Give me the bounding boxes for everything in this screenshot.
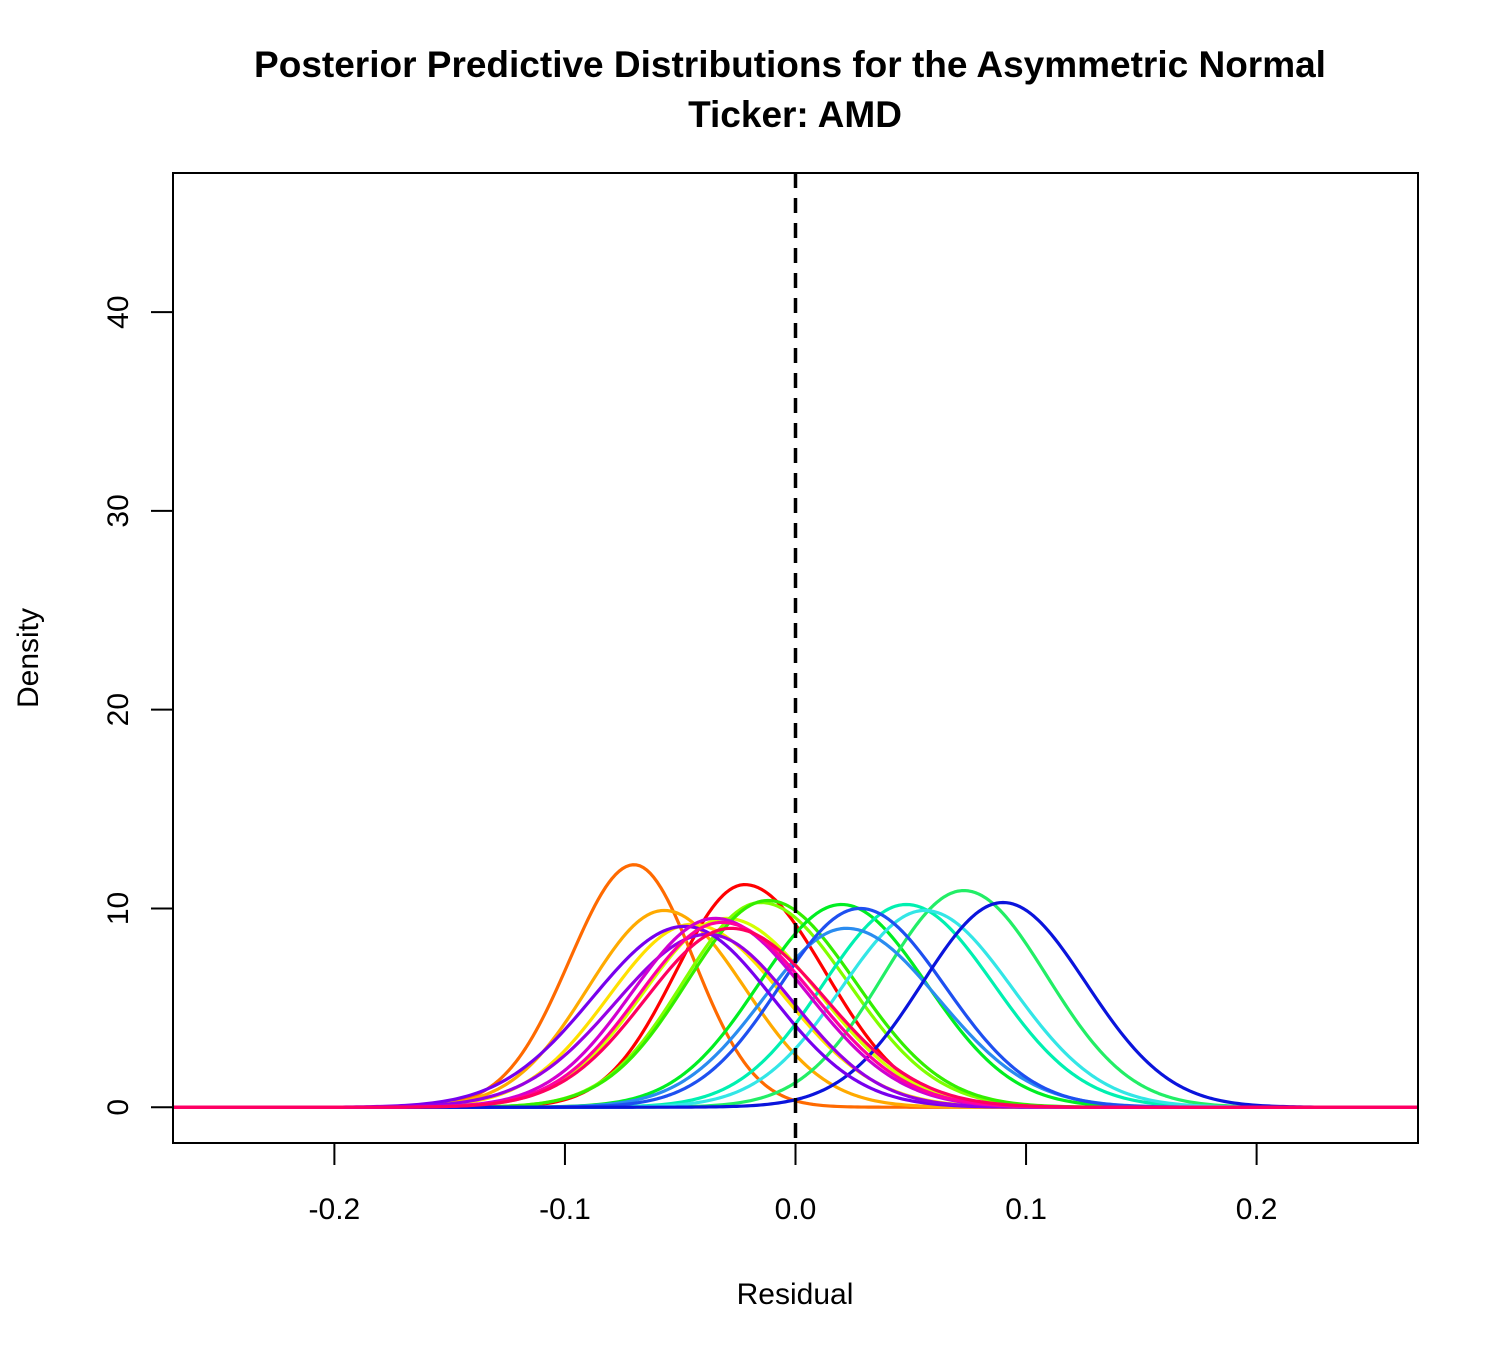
chart-title: Posterior Predictive Distributions for t… bbox=[254, 44, 1326, 85]
x-tick-label: -0.2 bbox=[309, 1193, 361, 1226]
y-tick-label: 10 bbox=[102, 892, 135, 925]
y-axis: 0 10 20 30 40 bbox=[102, 295, 174, 1116]
y-tick-label: 40 bbox=[102, 295, 135, 328]
x-axis-label: Residual bbox=[737, 1278, 854, 1311]
chart-subtitle: Ticker: AMD bbox=[688, 94, 902, 135]
x-axis: -0.2 -0.1 0.0 0.1 0.2 bbox=[309, 1142, 1278, 1226]
x-tick-label: 0.2 bbox=[1236, 1193, 1278, 1226]
y-tick-label: 20 bbox=[102, 693, 135, 726]
plot-area bbox=[172, 172, 1419, 1144]
x-tick-label: 0.0 bbox=[775, 1193, 817, 1226]
x-tick-label: -0.1 bbox=[539, 1193, 591, 1226]
density-curve-19 bbox=[173, 926, 1418, 1109]
y-axis-label: Density bbox=[12, 608, 45, 708]
x-tick-label: 0.1 bbox=[1005, 1193, 1047, 1226]
y-tick-label: 0 bbox=[102, 1099, 135, 1116]
y-tick-label: 30 bbox=[102, 494, 135, 527]
